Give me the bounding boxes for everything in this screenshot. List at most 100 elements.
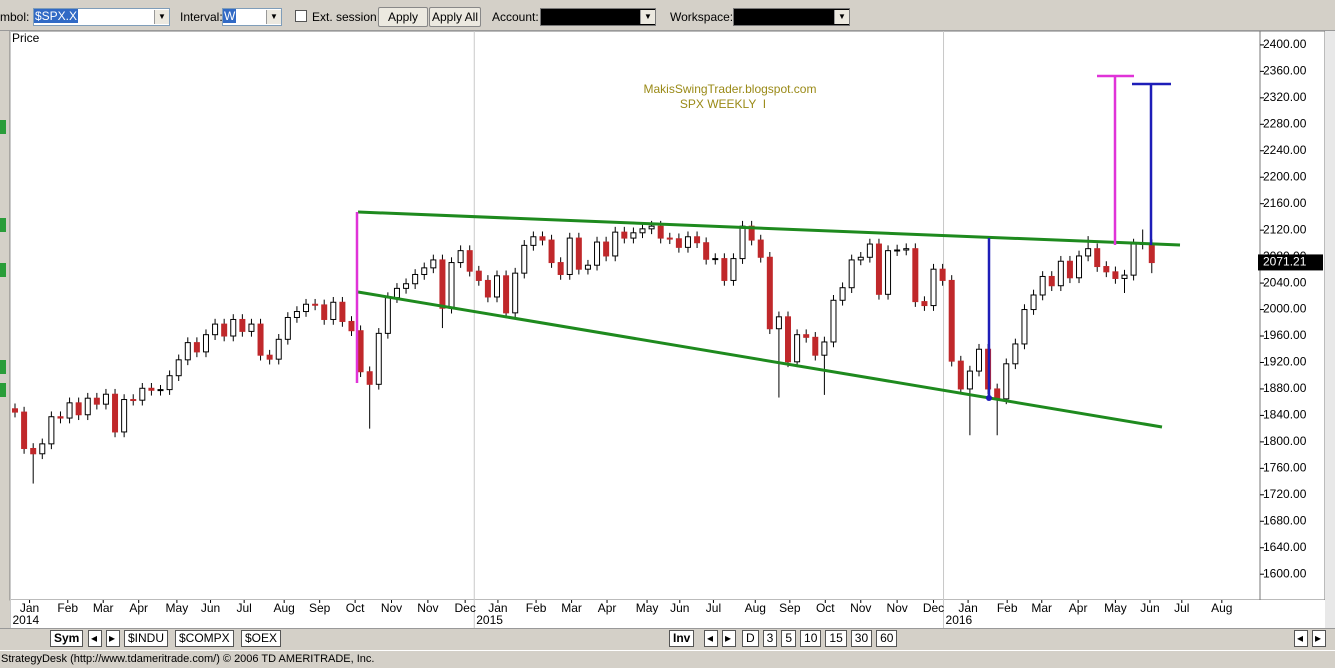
x-tick-label: Aug	[274, 601, 295, 615]
symbol-tab[interactable]: $INDU	[124, 630, 169, 647]
x-tick-label: Apr	[598, 601, 617, 615]
y-tick-label: 2360.00	[1263, 64, 1307, 78]
y-tick-label: 1840.00	[1263, 408, 1307, 422]
candle-body	[775, 316, 782, 330]
candle-body	[1003, 363, 1010, 400]
interval-tab[interactable]: 5	[781, 630, 797, 647]
candle-body	[557, 262, 564, 275]
candle-body	[885, 250, 892, 295]
candle-body	[730, 258, 737, 281]
x-tick-label: May	[636, 601, 659, 615]
candle-body	[312, 303, 319, 306]
y-tick-label: 2400.00	[1263, 37, 1307, 51]
candle-body	[66, 402, 73, 419]
candle-body	[430, 259, 437, 269]
scroll-left[interactable]: ◂	[704, 630, 718, 647]
candle-body	[239, 318, 246, 332]
strip-icon	[0, 360, 6, 374]
candle-body	[1121, 274, 1128, 279]
workspace-select[interactable]: ▼	[733, 8, 850, 26]
candle-body	[148, 387, 155, 391]
symbol-tab[interactable]: $COMPX	[175, 630, 234, 647]
y-axis-area	[1259, 30, 1326, 601]
interval-tab[interactable]: D	[742, 630, 759, 647]
scroll-left[interactable]: ◂	[1294, 630, 1308, 647]
candle-body	[457, 250, 464, 264]
candle-body	[794, 334, 801, 363]
candle-body	[139, 387, 146, 401]
candle-body	[339, 301, 346, 322]
x-tick-label: Dec	[923, 601, 944, 615]
interval-tab[interactable]: 60	[876, 630, 898, 647]
right-strip	[1325, 31, 1335, 628]
symbol-tab[interactable]: $OEX	[241, 630, 282, 647]
scroll-right[interactable]: ▸	[1312, 630, 1326, 647]
strip-icon	[0, 383, 6, 397]
candle-body	[530, 236, 537, 246]
candle-body	[948, 279, 955, 362]
x-tick-label: Mar	[561, 601, 582, 615]
x-tick-label: Feb	[526, 601, 547, 615]
x-tick-label: Jul	[1174, 601, 1189, 615]
x-tick-label: Feb	[57, 601, 78, 615]
candle-body	[357, 330, 364, 373]
y-tick-label: 2200.00	[1263, 169, 1307, 183]
interval-tab[interactable]: 3	[762, 630, 778, 647]
candle-body	[612, 231, 619, 257]
account-select[interactable]: ▼	[540, 8, 656, 26]
candle-body	[875, 243, 882, 295]
x-axis-area	[10, 600, 1325, 628]
toolbar: mbol: $SPX.X ▼ Interval: W ▼ Ext. session …	[0, 0, 1335, 31]
candle-body	[257, 323, 264, 356]
candle-body	[475, 270, 482, 281]
candle-body	[375, 332, 382, 385]
interval-tab[interactable]: 15	[825, 630, 847, 647]
x-tick-label: Oct	[346, 601, 365, 615]
candle-body	[93, 397, 100, 405]
candle-body	[1103, 266, 1110, 273]
x-tick-label: Jul	[237, 601, 252, 615]
symbol-input[interactable]: $SPX.X ▼	[33, 8, 170, 26]
candle-body	[566, 237, 573, 275]
apply-button[interactable]: Apply	[378, 7, 428, 27]
candle-body	[75, 402, 82, 416]
apply-all-button[interactable]: Apply All	[429, 7, 481, 27]
candle-body	[994, 388, 1001, 400]
interval-tab[interactable]: 30	[850, 630, 873, 647]
dropdown-arrow: ▼	[266, 10, 281, 24]
x-tick-label: Mar	[1031, 601, 1052, 615]
checkbox[interactable]	[295, 10, 307, 22]
x-tick-label: Mar	[93, 601, 114, 615]
candle-body	[266, 354, 273, 360]
candle-body	[921, 301, 928, 307]
candle-body	[830, 299, 837, 343]
candle-body	[166, 375, 173, 391]
sym-tab[interactable]: Sym	[50, 630, 84, 647]
year-label: 2014	[12, 613, 39, 627]
candle-body	[303, 303, 310, 313]
candle-body	[848, 259, 855, 289]
x-tick-label: Nov	[417, 601, 438, 615]
last-price-box	[1258, 254, 1323, 271]
interval-value: W	[223, 9, 237, 23]
candle-body	[739, 225, 746, 260]
scroll-right[interactable]: ▸	[722, 630, 736, 647]
ext-session-label: Ext. session	[312, 10, 377, 24]
interval-input[interactable]: W ▼	[222, 8, 282, 26]
candle-body	[1039, 275, 1046, 296]
y-tick-label: 1680.00	[1263, 513, 1307, 527]
candle-body	[21, 411, 28, 449]
x-tick-label: Apr	[129, 601, 148, 615]
year-label: 2015	[476, 613, 503, 627]
candle-body	[803, 334, 810, 338]
y-tick-label: 1640.00	[1263, 540, 1307, 554]
y-tick-label: 2120.00	[1263, 222, 1307, 236]
x-tick-label: Oct	[816, 601, 835, 615]
x-tick-label: Sep	[779, 601, 801, 615]
candle-body	[30, 447, 37, 455]
inv-tab[interactable]: Inv	[669, 630, 695, 647]
scroll-right[interactable]: ▸	[106, 630, 120, 647]
candle-body	[1021, 309, 1028, 345]
scroll-left[interactable]: ◂	[88, 630, 102, 647]
interval-tab[interactable]: 10	[800, 630, 822, 647]
